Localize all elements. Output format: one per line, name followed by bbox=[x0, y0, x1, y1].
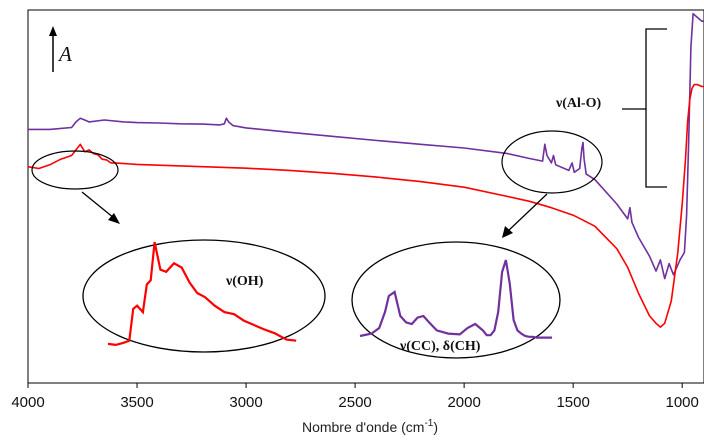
x-tick-label: 1000 bbox=[666, 394, 699, 411]
series-line-1 bbox=[28, 12, 704, 280]
cc-zoom-arrowhead bbox=[502, 226, 513, 238]
x-axis-ticks: 4000 3500 3000 2500 2000 1500 1000 bbox=[11, 383, 699, 411]
oh-zoom-arrowhead bbox=[108, 213, 120, 224]
x-title-superscript: -1 bbox=[424, 418, 433, 429]
plot-area-frame bbox=[27, 9, 704, 384]
cc-inset-spectrum bbox=[359, 259, 552, 339]
cc-ch-label: ν(CC), δ(CH) bbox=[399, 339, 481, 354]
x-axis-title: Nombre d'onde (cm-1) bbox=[302, 418, 438, 435]
x-title-close: ) bbox=[433, 419, 438, 435]
x-tick-label: 4000 bbox=[11, 394, 44, 411]
series-group bbox=[27, 12, 704, 328]
x-tick-label: 1500 bbox=[556, 394, 589, 411]
oh-inset-spectrum bbox=[107, 241, 297, 347]
oh-region-ellipse bbox=[31, 150, 119, 190]
al-o-label: ν(Al-O) bbox=[555, 96, 601, 111]
series-line-2 bbox=[27, 83, 704, 328]
al-o-bracket bbox=[645, 28, 667, 188]
x-tick-label: 2000 bbox=[447, 394, 480, 411]
cc-zoom-arrow bbox=[507, 193, 548, 232]
oh-label: ν(OH) bbox=[225, 274, 264, 289]
y-axis-arrowhead bbox=[49, 26, 57, 36]
x-tick-label: 2500 bbox=[338, 394, 371, 411]
x-tick-label: 3500 bbox=[120, 394, 153, 411]
oh-zoom-arrow bbox=[81, 191, 115, 219]
cc-region-ellipse bbox=[501, 130, 603, 194]
x-title-main: Nombre d'onde (cm bbox=[302, 419, 425, 435]
y-axis-label: A bbox=[57, 42, 72, 66]
x-tick-label: 3000 bbox=[229, 394, 262, 411]
